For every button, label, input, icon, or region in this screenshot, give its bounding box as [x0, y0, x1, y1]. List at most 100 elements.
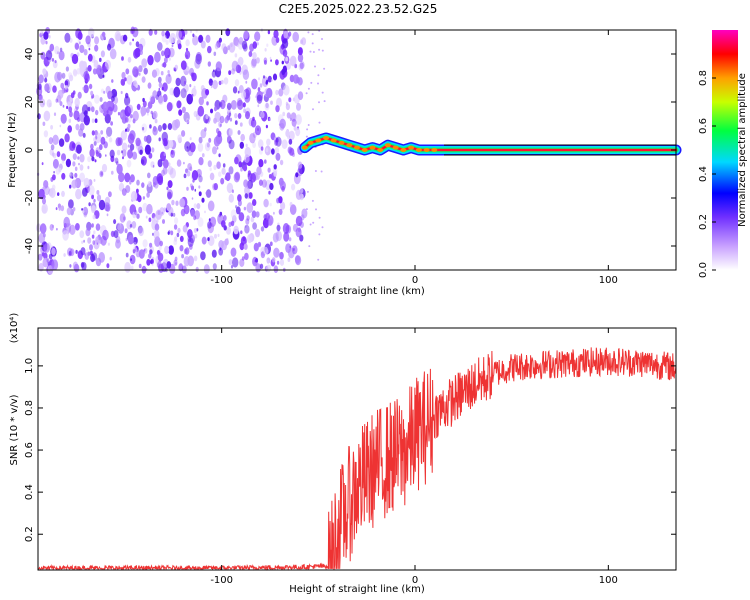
noise-blob	[228, 193, 234, 203]
noise-blob	[275, 105, 280, 113]
trace-hotspot	[392, 145, 399, 150]
noise-speck	[318, 216, 321, 219]
noise-blob	[149, 124, 152, 129]
noise-blob	[293, 74, 299, 84]
noise-blob	[269, 56, 272, 60]
noise-blob	[175, 262, 177, 265]
noise-blob	[250, 216, 255, 223]
noise-blob	[257, 104, 260, 108]
noise-speck	[309, 50, 312, 53]
noise-blob	[98, 199, 106, 211]
noise-blob	[186, 93, 193, 105]
noise-blob	[124, 77, 127, 82]
noise-blob	[275, 89, 279, 96]
noise-blob	[61, 153, 66, 162]
spectrogram-y-ticks: -40 -20 0 20 40	[24, 48, 676, 254]
noise-blob	[266, 87, 273, 99]
noise-blob	[148, 253, 152, 259]
noise-blob	[261, 179, 267, 188]
noise-blob	[230, 265, 234, 269]
noise-blob	[145, 215, 148, 219]
noise-blob	[237, 56, 244, 66]
noise-blob	[57, 192, 60, 197]
noise-blob	[272, 232, 279, 243]
noise-blob	[268, 190, 271, 195]
noise-blob	[99, 57, 102, 63]
noise-blob	[280, 201, 286, 210]
noise-blob	[79, 172, 85, 183]
noise-blob	[265, 212, 270, 221]
noise-blob	[141, 123, 148, 133]
noise-blob	[211, 249, 217, 258]
noise-blob	[183, 80, 186, 85]
noise-blob	[55, 207, 58, 211]
noise-blob	[183, 83, 189, 93]
noise-blob	[94, 36, 100, 45]
noise-blob	[253, 242, 259, 252]
noise-blob	[94, 159, 97, 163]
noise-blob	[205, 114, 209, 120]
noise-blob	[115, 239, 121, 249]
noise-blob	[196, 203, 201, 210]
noise-blob	[242, 236, 246, 242]
noise-blob	[124, 105, 132, 117]
noise-blob	[152, 90, 158, 99]
noise-blob	[48, 137, 54, 145]
noise-blob	[51, 245, 54, 249]
noise-blob	[218, 213, 221, 218]
noise-blob	[94, 132, 102, 144]
noise-blob	[218, 153, 221, 158]
noise-speck	[323, 67, 326, 70]
noise-blob	[49, 43, 55, 52]
noise-blob	[57, 51, 59, 55]
noise-blob	[127, 234, 134, 245]
noise-blob	[50, 125, 53, 130]
noise-blob	[49, 187, 56, 198]
noise-blob	[77, 31, 83, 40]
noise-blob	[254, 31, 261, 42]
noise-speck	[315, 208, 317, 211]
noise-blob	[214, 106, 217, 112]
noise-blob	[38, 262, 44, 272]
noise-blob	[69, 74, 74, 82]
noise-blob	[92, 240, 96, 245]
noise-blob	[117, 137, 123, 146]
noise-blob	[87, 65, 92, 72]
noise-blob	[123, 216, 126, 221]
noise-blob	[63, 216, 70, 228]
noise-blob	[127, 104, 133, 114]
noise-blob	[240, 167, 243, 172]
noise-speck	[320, 170, 323, 173]
noise-blob	[265, 124, 268, 129]
noise-blob	[135, 137, 141, 147]
trace-hotspot	[346, 143, 353, 148]
noise-blob	[120, 112, 124, 118]
noise-blob	[252, 116, 255, 121]
trace-hotspot	[423, 148, 430, 152]
noise-blob	[85, 228, 91, 237]
noise-blob	[157, 76, 162, 83]
spectrogram-y-tick-label: -20	[24, 190, 35, 206]
noise-blob	[38, 74, 44, 84]
noise-blob	[297, 161, 303, 170]
noise-blob	[270, 100, 273, 105]
noise-blob	[190, 209, 195, 217]
noise-blob	[182, 36, 185, 40]
noise-blob	[256, 166, 262, 176]
noise-blob	[122, 156, 124, 160]
noise-blob	[94, 130, 98, 136]
noise-blob	[265, 148, 269, 153]
noise-blob	[101, 31, 106, 38]
noise-blob	[211, 70, 217, 78]
noise-blob	[289, 148, 295, 156]
noise-blob	[172, 212, 176, 217]
noise-blob	[198, 157, 204, 166]
noise-blob	[174, 236, 178, 242]
noise-blob	[276, 260, 280, 265]
noise-blob	[138, 206, 143, 214]
noise-blob	[178, 263, 184, 272]
noise-blob	[39, 223, 47, 234]
noise-blob	[68, 118, 72, 124]
noise-blob	[142, 100, 147, 108]
noise-blob	[230, 100, 237, 110]
